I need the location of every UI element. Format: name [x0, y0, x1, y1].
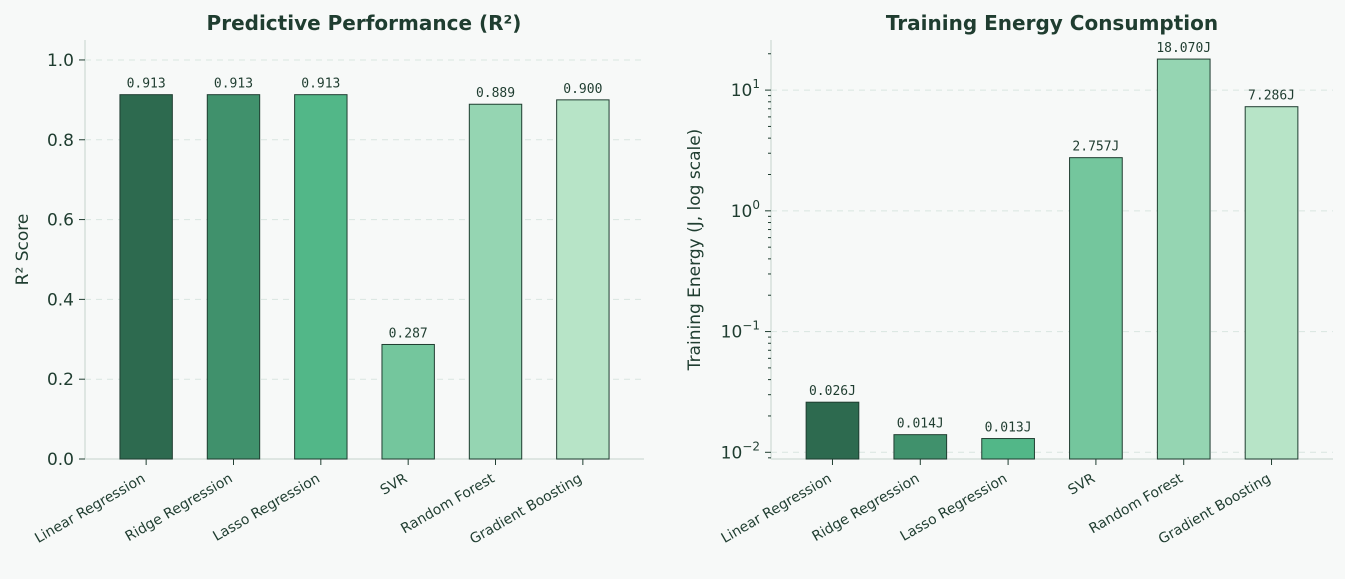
- bar-value-label: 18.070J: [1156, 41, 1211, 56]
- y-tick-label: 100: [731, 198, 760, 222]
- bar: [893, 434, 948, 460]
- bar: [1156, 58, 1211, 460]
- y-tick-label: 0.4: [47, 290, 74, 310]
- chart-title: Predictive Performance (R²): [207, 11, 522, 35]
- y-tick-label: 10−1: [721, 319, 760, 343]
- bar-value-label: 0.026J: [809, 384, 856, 399]
- bar: [381, 343, 435, 460]
- bar-value-label: 7.286J: [1248, 89, 1295, 104]
- y-axis-label: Training Energy (J, log scale): [685, 129, 705, 372]
- y-tick-label: 0.2: [47, 370, 74, 390]
- bar-value-label: 0.913: [301, 77, 340, 92]
- bar-value-label: 0.889: [476, 86, 515, 101]
- bar-value-label: 0.913: [127, 77, 166, 92]
- bar-value-label: 0.014J: [897, 417, 944, 432]
- y-tick-label: 0.0: [47, 450, 74, 470]
- x-tick-label: SVR: [378, 470, 411, 498]
- bar-value-label: 0.900: [563, 82, 602, 97]
- y-tick-label: 0.8: [47, 131, 74, 151]
- bar: [119, 94, 173, 460]
- bar: [1069, 157, 1123, 460]
- chart-title: Training Energy Consumption: [886, 11, 1218, 35]
- y-axis-label: R² Score: [13, 214, 33, 286]
- bar: [206, 94, 261, 460]
- y-tick-label: 1.0: [47, 51, 74, 71]
- bar: [1244, 106, 1299, 460]
- y-tick-label: 101: [731, 77, 760, 101]
- bar: [294, 94, 348, 460]
- y-tick-label: 10−2: [721, 439, 760, 463]
- bar-value-label: 0.287: [389, 326, 428, 341]
- bar: [556, 99, 610, 460]
- bar: [468, 103, 523, 460]
- bar-value-label: 0.013J: [985, 421, 1032, 436]
- y-tick-label: 0.6: [47, 211, 74, 231]
- bar: [805, 401, 860, 460]
- bar-value-label: 2.757J: [1072, 140, 1119, 155]
- x-tick-label: SVR: [1065, 470, 1098, 498]
- bar-value-label: 0.913: [214, 77, 253, 92]
- bar: [981, 438, 1035, 460]
